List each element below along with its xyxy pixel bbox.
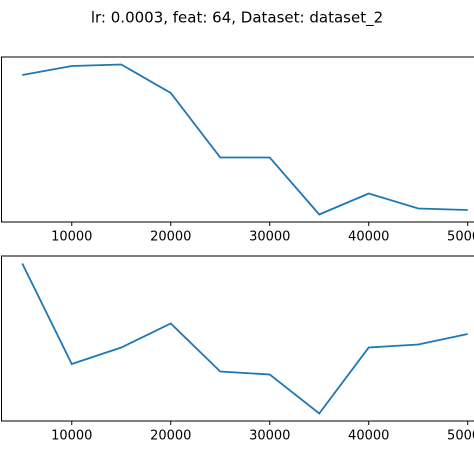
line bbox=[21, 263, 468, 415]
line bbox=[22, 63, 468, 216]
x-tick-label: 30000 bbox=[249, 230, 290, 245]
x-tick-label: 40000 bbox=[348, 230, 389, 245]
x-tick-label: 20000 bbox=[150, 429, 191, 444]
x-tick-label: 50000 bbox=[447, 429, 474, 444]
x-tick-label: 40000 bbox=[348, 429, 389, 444]
axes-frame bbox=[1, 56, 474, 223]
x-tick-label: 10000 bbox=[51, 429, 92, 444]
axes-frame bbox=[1, 255, 474, 422]
x-tick-label: 20000 bbox=[150, 230, 191, 245]
figure-title: lr: 0.0003, feat: 64, Dataset: dataset_2 bbox=[91, 9, 383, 28]
x-tick-label: 10000 bbox=[51, 230, 92, 245]
x-tick-label: 30000 bbox=[249, 429, 290, 444]
x-tick-label: 50000 bbox=[447, 230, 474, 245]
